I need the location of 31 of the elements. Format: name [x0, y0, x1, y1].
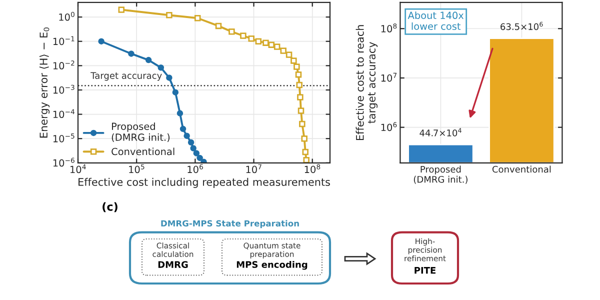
x-tick-label: 10$^{8}$ [304, 164, 320, 174]
legend-label: Conventional [112, 148, 174, 156]
text: DMRG-MPS State Preparation [161, 220, 299, 228]
y-axis-title: Effective cost to reach target accuracy [356, 25, 378, 140]
y-tick-label: 10$^{0}$ [59, 12, 74, 21]
annotation: About 140x lower cost [408, 12, 464, 30]
y-axis-title: Energy error ⟨H⟩ − E$_{0}$ [39, 28, 50, 138]
text: MPS encoding [236, 260, 308, 270]
y-tick-label: 10$^{6}$ [381, 122, 397, 132]
text: DMRG [158, 261, 188, 268]
x-tick-label: 10$^{7}$ [246, 164, 262, 174]
y-tick-label: 10$^{−6}$ [53, 158, 74, 167]
x-tick-label: Proposed (DMRG init.) [414, 166, 468, 184]
y-tick-label: 10$^{−3}$ [53, 84, 74, 94]
x-tick-label: 10$^{5}$ [129, 164, 144, 174]
text: PITE [414, 267, 436, 274]
x-tick-label: Conventional [492, 166, 551, 173]
ref-line-label: Target accuracy [90, 72, 162, 81]
x-tick-label: 10$^{6}$ [188, 164, 203, 174]
data-label: 63.5×10$^{6}$ [500, 22, 543, 30]
y-tick-label: 10$^{−1}$ [53, 36, 74, 46]
data-label: 44.7×10$^{4}$ [420, 128, 462, 136]
text: (c) [102, 202, 118, 212]
y-tick-label: 10$^{−5}$ [53, 134, 74, 142]
y-tick-label: 10$^{−4}$ [53, 109, 74, 118]
legend-label: Proposed (DMRG init.) [112, 122, 170, 142]
x-tick-label: 10$^{4}$ [70, 164, 86, 174]
y-tick-label: 10$^{−2}$ [53, 60, 74, 70]
y-tick-label: 10$^{7}$ [381, 72, 397, 82]
y-tick-label: 10$^{8}$ [381, 23, 397, 32]
x-axis-title: Effective cost including repeated measurements [78, 178, 330, 188]
